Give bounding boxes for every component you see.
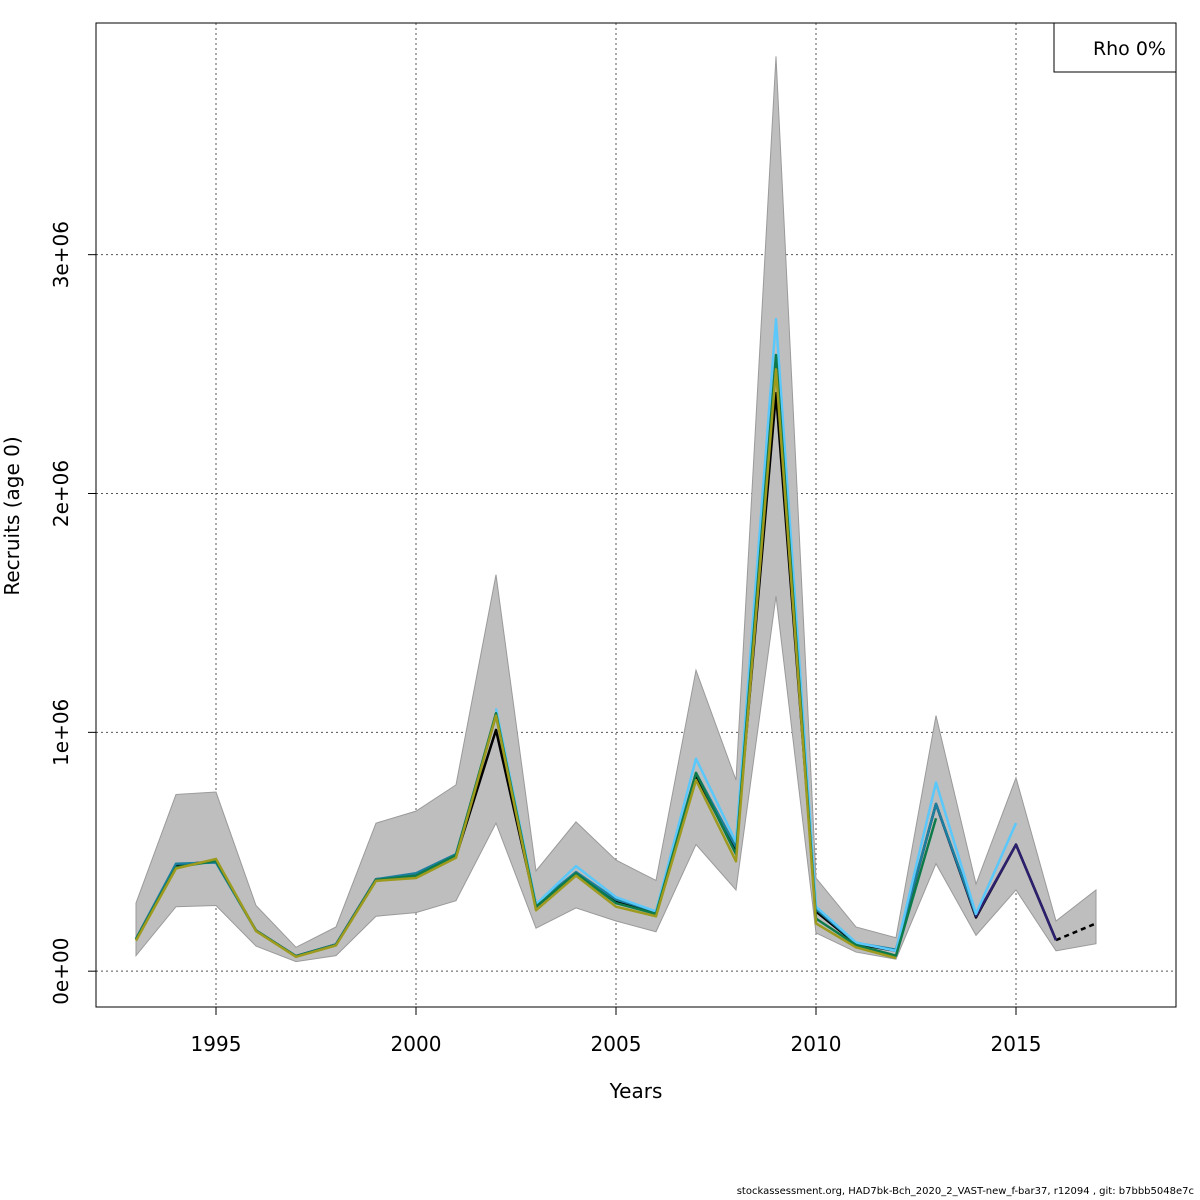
x-tick-label: 2005 bbox=[591, 1032, 642, 1056]
x-tick-label: 1995 bbox=[191, 1032, 242, 1056]
footer-credit: stockassessment.org, HAD7bk-Bch_2020_2_V… bbox=[736, 1186, 1194, 1197]
series-line-6 bbox=[134, 368, 897, 960]
y-tick-label: 3e+06 bbox=[49, 221, 73, 288]
series-line-4 bbox=[494, 317, 1018, 953]
y-tick-label: 1e+06 bbox=[49, 699, 73, 766]
x-axis-title: Years bbox=[609, 1079, 663, 1103]
axis-layer: 1995 2000 2005 2010 2015 0e+00 1e+06 2e+06 3e+06 bbox=[49, 221, 1041, 1056]
legend-box bbox=[1053, 22, 1177, 73]
y-tick-label: 0e+00 bbox=[49, 938, 73, 1005]
plot-frame bbox=[95, 22, 1177, 1008]
legend: Rho 0% bbox=[1053, 22, 1177, 73]
y-tick-label: 2e+06 bbox=[49, 460, 73, 527]
x-tick-label: 2010 bbox=[791, 1032, 842, 1056]
y-axis-title: Recruits (age 0) bbox=[0, 436, 24, 595]
series-line-1 bbox=[1055, 922, 1097, 942]
legend-entry-label: Rho 0% bbox=[1093, 38, 1166, 60]
series-line-5 bbox=[134, 353, 938, 958]
x-tick-label: 2015 bbox=[991, 1032, 1042, 1056]
x-tick-label: 2000 bbox=[391, 1032, 442, 1056]
series-layer bbox=[134, 317, 1097, 960]
